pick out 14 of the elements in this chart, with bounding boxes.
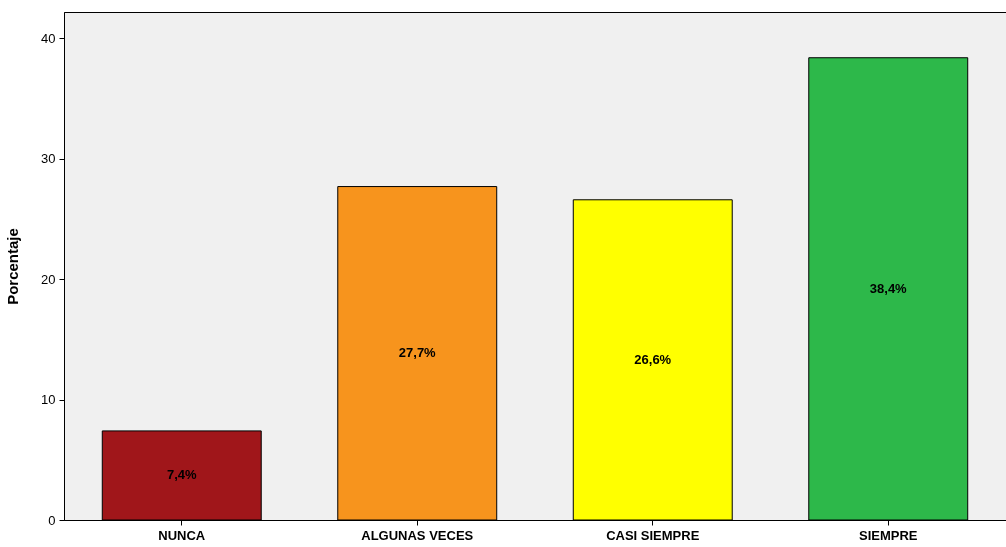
y-tick-label: 10 — [41, 392, 56, 408]
data-label: 7,4% — [166, 467, 197, 483]
x-tick-label: NUNCA — [158, 527, 206, 543]
x-tick-label: ALGUNAS VECES — [361, 527, 474, 543]
x-tick-label: CASI SIEMPRE — [606, 527, 700, 543]
x-tick-label: SIEMPRE — [858, 527, 918, 543]
y-axis-title: Porcentaje — [4, 228, 22, 305]
data-label: 26,6% — [634, 351, 672, 367]
data-label: 38,4% — [869, 280, 908, 296]
y-tick-label: 20 — [41, 271, 56, 287]
data-label: 27,7% — [398, 345, 437, 361]
y-tick-label: 30 — [41, 151, 56, 167]
y-tick-label: 40 — [41, 30, 56, 46]
y-tick-label: 0 — [48, 512, 56, 528]
